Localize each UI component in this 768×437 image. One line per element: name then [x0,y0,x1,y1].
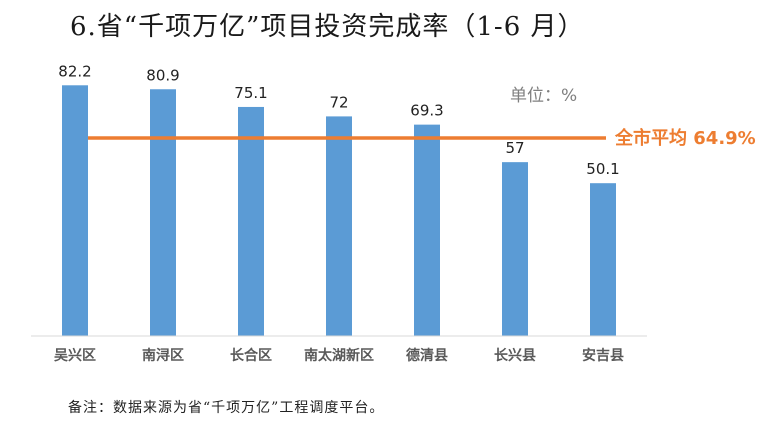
x-tick-label-4: 德清县 [406,347,448,364]
bar-4 [414,124,440,336]
bar-0 [62,85,88,336]
data-label-6: 50.1 [586,160,619,178]
x-tick-label-1: 南浔区 [142,347,184,364]
data-label-5: 57 [505,139,524,157]
bar-2 [238,106,264,336]
data-label-1: 80.9 [146,66,179,84]
bar-3 [326,116,352,337]
footnote: 备注：数据来源为省“千项万亿”工程调度平台。 [68,400,385,416]
x-tick-label-5: 长兴县 [494,347,536,364]
x-tick-label-3: 南太湖新区 [304,347,374,364]
x-tick-label-0: 吴兴区 [54,347,96,364]
bar-1 [150,89,176,336]
chart-title: 6.省“千项万亿”项目投资完成率（1-6 月） [70,12,585,42]
x-tick-label-2: 长合区 [230,347,272,364]
data-label-4: 69.3 [410,102,443,120]
data-label-2: 75.1 [234,84,267,102]
bar-6 [590,183,616,336]
data-label-0: 82.2 [58,62,91,80]
x-tick-label-6: 安吉县 [582,347,624,364]
unit-label: 单位：% [510,86,577,106]
data-label-3: 72 [329,93,348,111]
average-label: 全市平均 64.9% [614,127,756,149]
bar-5 [502,162,528,336]
